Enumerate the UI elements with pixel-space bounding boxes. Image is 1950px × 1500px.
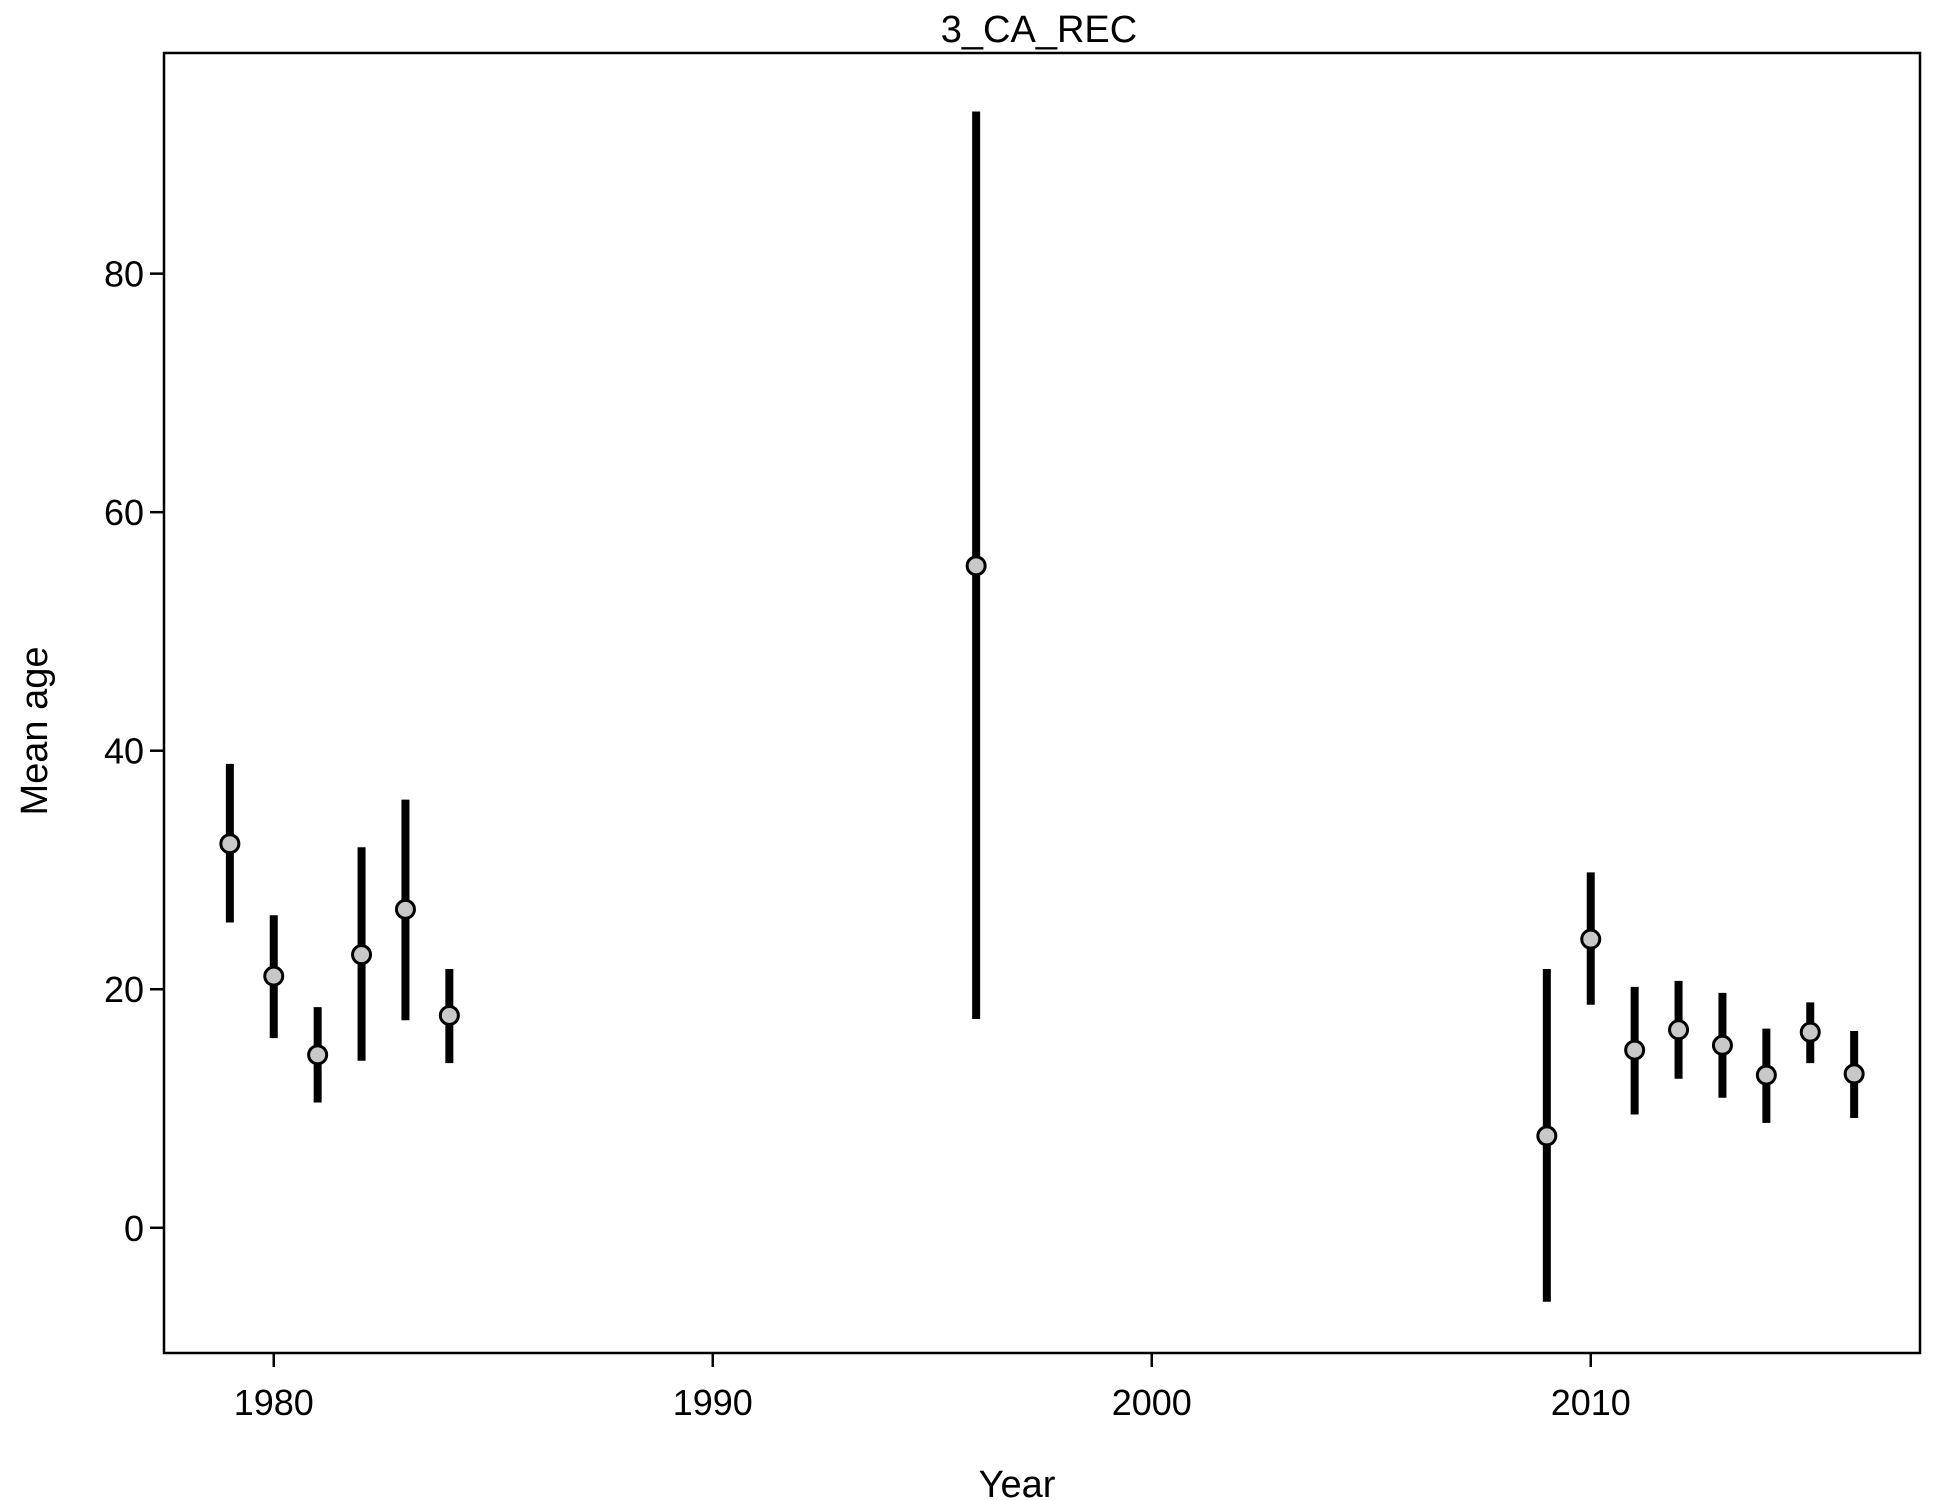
data-point (1843, 1063, 1865, 1085)
plot-frame (162, 51, 1922, 1355)
chart-title: 3_CA_REC (941, 9, 1137, 51)
data-point (1580, 928, 1602, 950)
data-point (394, 898, 416, 920)
x-tick-label: 1980 (234, 1382, 314, 1423)
y-tick-label: 60 (104, 492, 144, 533)
data-point (263, 965, 285, 987)
x-tick-label: 2010 (1551, 1382, 1631, 1423)
y-tick-label: 40 (104, 731, 144, 772)
y-tick-label: 80 (104, 254, 144, 295)
data-point (1624, 1039, 1646, 1061)
x-axis: 1980 1990 2000 2010 (234, 1353, 1631, 1423)
y-axis: 0 20 40 60 80 (104, 254, 164, 1249)
data-point (438, 1004, 460, 1026)
x-tick-label: 1990 (673, 1382, 753, 1423)
x-tick-label: 2000 (1112, 1382, 1192, 1423)
data-point (1668, 1019, 1690, 1041)
y-tick-label: 20 (104, 969, 144, 1010)
error-bars (225, 111, 1859, 1302)
data-point (1799, 1021, 1821, 1043)
data-point (219, 833, 241, 855)
data-point (1536, 1125, 1558, 1147)
data-point (1755, 1064, 1777, 1086)
data-point (307, 1044, 329, 1066)
y-tick-label: 0 (124, 1208, 144, 1249)
data-point (1711, 1034, 1733, 1056)
data-point (351, 944, 373, 966)
y-axis-title: Mean age (14, 646, 56, 815)
data-points (219, 555, 1865, 1147)
data-point (965, 555, 987, 577)
x-axis-title: Year (979, 1464, 1056, 1500)
